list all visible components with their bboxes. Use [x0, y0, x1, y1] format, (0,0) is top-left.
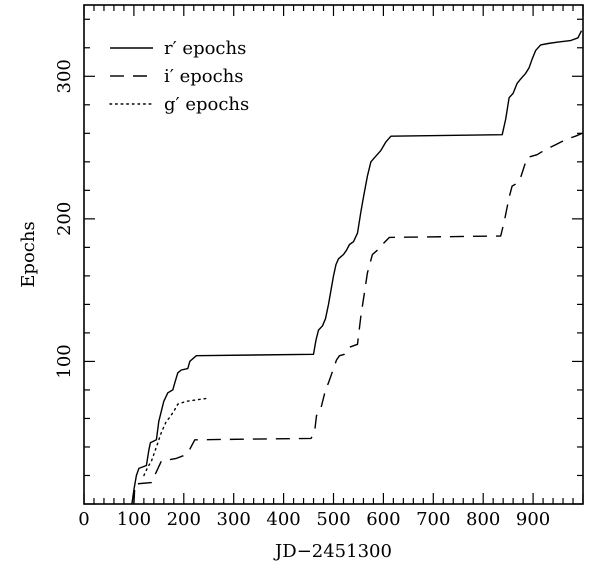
legend-label-r-epochs: r′ epochs — [164, 38, 246, 59]
series-line-i-epochs — [133, 132, 583, 505]
x-tick-label: 0 — [78, 509, 89, 530]
y-tick-label: 300 — [54, 59, 75, 93]
legend: r′ epochs i′ epochs g′ epochs — [109, 38, 249, 115]
series-line-g-epochs — [143, 397, 207, 477]
x-tick-label: 200 — [167, 509, 201, 530]
x-tick-label: 400 — [266, 509, 300, 530]
tick-layer: 0 100 200 300 400 500 600 700 800 900 100 200 300 — [54, 5, 584, 530]
x-tick-label: 500 — [316, 509, 350, 530]
x-tick-label: 100 — [117, 509, 151, 530]
y-tick-label: 200 — [54, 202, 75, 236]
x-tick-label: 800 — [466, 509, 500, 530]
x-axis-label: JD−2451300 — [273, 541, 392, 562]
x-tick-label: 300 — [217, 509, 251, 530]
series-layer — [131, 30, 583, 505]
x-tick-label: 700 — [416, 509, 450, 530]
legend-label-g-epochs: g′ epochs — [164, 94, 249, 115]
y-axis-label: Epochs — [18, 221, 39, 287]
x-tick-label: 900 — [516, 509, 550, 530]
plot-frame — [83, 4, 584, 505]
x-tick-label: 600 — [366, 509, 400, 530]
legend-label-i-epochs: i′ epochs — [164, 66, 244, 87]
y-tick-label: 100 — [54, 344, 75, 378]
series-line-r-epochs — [131, 30, 583, 505]
